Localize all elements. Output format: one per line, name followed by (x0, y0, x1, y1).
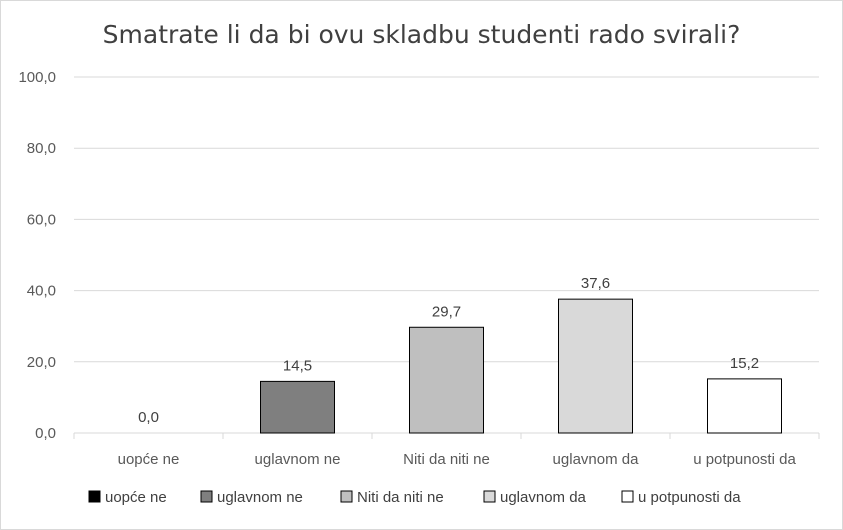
y-tick-label: 80,0 (27, 140, 56, 157)
data-label: 0,0 (138, 409, 159, 426)
y-tick-label: 100,0 (18, 69, 56, 86)
legend-swatch (340, 490, 353, 503)
data-label: 37,6 (581, 275, 610, 292)
x-tick-label: uglavnom da (553, 451, 640, 468)
bar (558, 298, 633, 434)
data-label: 15,2 (730, 355, 759, 372)
legend-label: uglavnom da (500, 489, 587, 506)
legend-label: u potpunosti da (638, 489, 741, 506)
data-label: 14,5 (283, 357, 312, 374)
y-tick-label: 60,0 (27, 211, 56, 228)
bar (707, 378, 782, 434)
x-tick-label: uopće ne (118, 451, 180, 468)
legend-label: uglavnom ne (217, 489, 303, 506)
legend-swatch (88, 490, 101, 503)
bar (409, 326, 484, 434)
y-tick-label: 0,0 (35, 425, 56, 442)
legend-swatch (200, 490, 213, 503)
legend-swatch (483, 490, 496, 503)
x-tick-label: uglavnom ne (255, 451, 341, 468)
y-tick-label: 20,0 (27, 354, 56, 371)
bar (260, 380, 335, 434)
y-tick-label: 40,0 (27, 283, 56, 300)
legend-swatch (621, 490, 634, 503)
data-label: 29,7 (432, 303, 461, 320)
legend-label: uopće ne (105, 489, 167, 506)
legend-label: Niti da niti ne (357, 489, 444, 506)
x-tick-label: u potpunosti da (693, 451, 796, 468)
chart-title: Smatrate li da bi ovu skladbu studenti r… (102, 20, 741, 49)
x-tick-label: Niti da niti ne (403, 451, 490, 468)
